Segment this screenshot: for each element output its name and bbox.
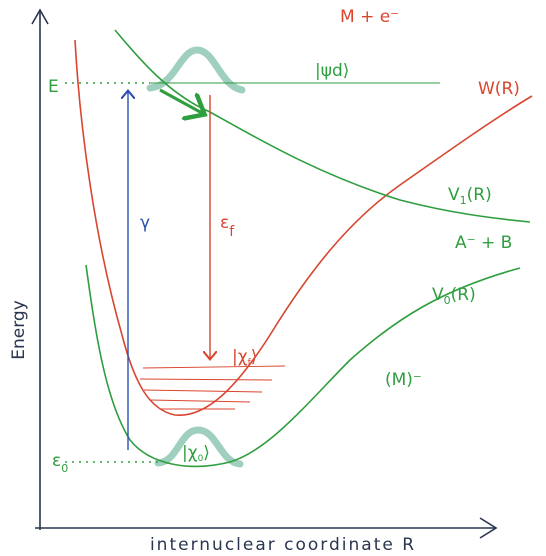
- y-arrow: [31, 8, 49, 25]
- label-w: W(R): [478, 79, 520, 99]
- v0-curve: [85, 264, 521, 468]
- label-eps-f: εf: [220, 213, 235, 240]
- label-psi-d: |ψd⟩: [315, 61, 349, 81]
- x-axis-label: internuclear coordinate R: [150, 535, 416, 555]
- label-gamma: γ: [140, 213, 150, 233]
- label-v0: V0(R): [432, 285, 476, 307]
- v1-curve: [114, 29, 531, 223]
- label-asymptote: A⁻ + B: [455, 233, 512, 253]
- vibrational-levels: [139, 365, 286, 410]
- label-continuum: M + e⁻: [340, 7, 399, 27]
- label-eps-0: ε0: [52, 451, 68, 475]
- label-e: E: [48, 77, 59, 97]
- label-v1: V1(R): [448, 185, 492, 207]
- axes: [31, 8, 498, 539]
- y-axis-label: Energy: [9, 300, 29, 360]
- w-curve: [74, 39, 533, 416]
- label-anion: (M)⁻: [385, 370, 422, 390]
- label-chi-f: |χf⟩: [232, 347, 257, 368]
- wave-packet-chi0: [154, 426, 244, 468]
- dissociation-arrow: [159, 88, 202, 113]
- label-chi-0: |χ0⟩: [182, 443, 210, 464]
- x-arrow: [479, 517, 498, 539]
- wave-packet-psi: [146, 46, 246, 94]
